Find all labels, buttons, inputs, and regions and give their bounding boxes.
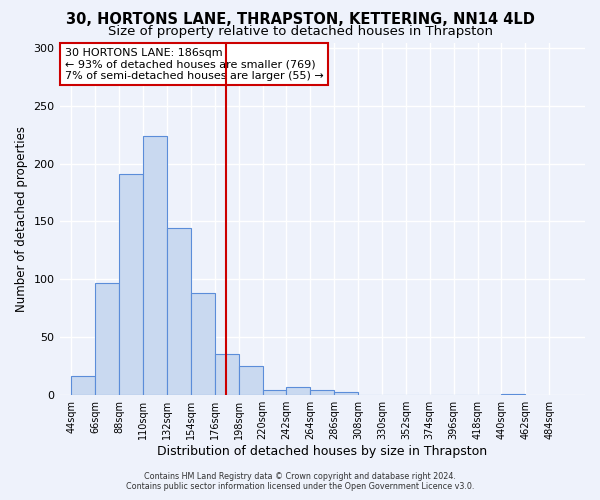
Text: 30, HORTONS LANE, THRAPSTON, KETTERING, NN14 4LD: 30, HORTONS LANE, THRAPSTON, KETTERING, … <box>65 12 535 28</box>
Text: Contains HM Land Registry data © Crown copyright and database right 2024.
Contai: Contains HM Land Registry data © Crown c… <box>126 472 474 491</box>
Bar <box>143 136 167 394</box>
Text: 30 HORTONS LANE: 186sqm
← 93% of detached houses are smaller (769)
7% of semi-de: 30 HORTONS LANE: 186sqm ← 93% of detache… <box>65 48 323 81</box>
X-axis label: Distribution of detached houses by size in Thrapston: Distribution of detached houses by size … <box>157 444 487 458</box>
Bar <box>286 386 310 394</box>
Bar <box>310 390 334 394</box>
Text: Size of property relative to detached houses in Thrapston: Size of property relative to detached ho… <box>107 25 493 38</box>
Bar <box>71 376 95 394</box>
Bar <box>191 293 215 394</box>
Bar <box>334 392 358 394</box>
Bar <box>239 366 263 394</box>
Bar <box>167 228 191 394</box>
Bar <box>119 174 143 394</box>
Bar <box>95 282 119 395</box>
Y-axis label: Number of detached properties: Number of detached properties <box>15 126 28 312</box>
Bar <box>263 390 286 394</box>
Bar <box>215 354 239 395</box>
